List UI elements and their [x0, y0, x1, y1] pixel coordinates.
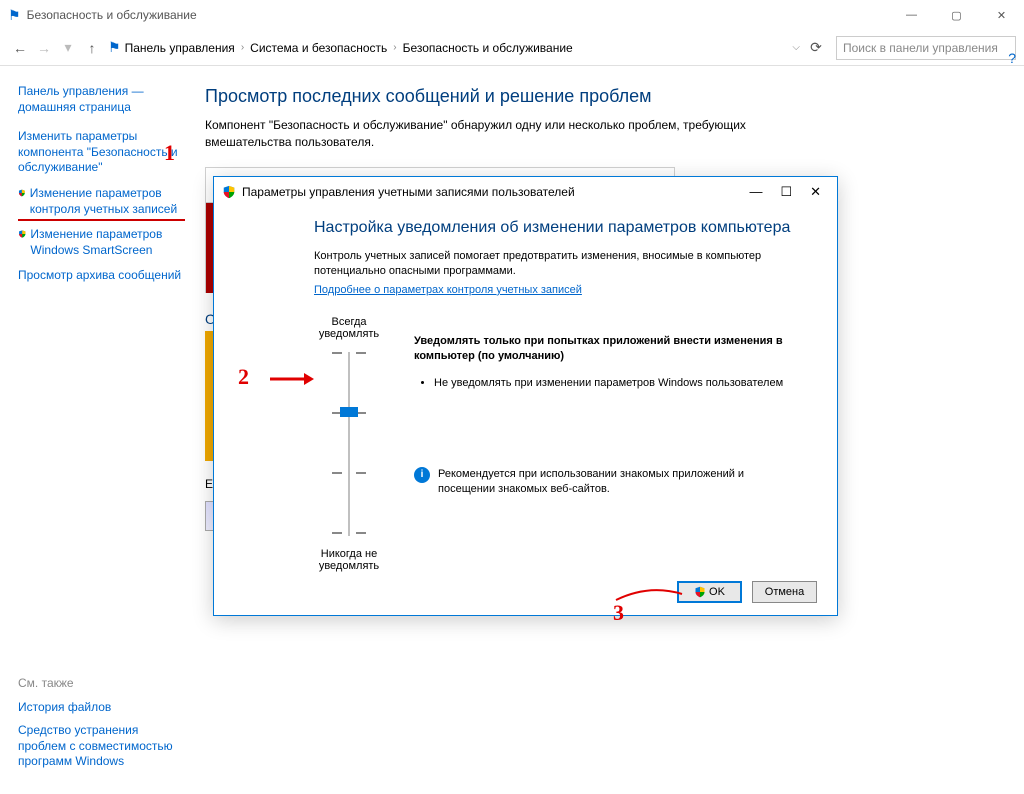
dialog-minimize-button[interactable]: — — [749, 184, 762, 200]
minimize-button[interactable]: — — [889, 0, 934, 30]
breadcrumb-icon: ⚑ — [108, 39, 121, 56]
nav-up-button[interactable]: ↑ — [80, 40, 104, 56]
annotation-underline — [614, 580, 684, 604]
slider-tick — [356, 472, 366, 474]
cancel-button[interactable]: Отмена — [752, 581, 817, 603]
breadcrumb-sep: › — [393, 42, 396, 53]
dialog-footer: OK Отмена — [677, 581, 817, 603]
slider-tick — [332, 532, 342, 534]
window-titlebar: ⚑ Безопасность и обслуживание — ▢ ✕ — [0, 0, 1024, 30]
annotation-2: 2 — [238, 364, 249, 390]
shield-icon — [222, 117, 236, 267]
ok-button-label: OK — [709, 586, 725, 598]
flag-icon: ⚑ — [8, 7, 21, 24]
sidebar-link-label: Изменить параметры компонента "Безопасно… — [18, 129, 185, 176]
dialog-heading: Настройка уведомления об изменении парам… — [314, 219, 797, 237]
nav-dropdown[interactable]: ▾ — [56, 39, 80, 56]
uac-dialog: Параметры управления учетными записями п… — [213, 176, 838, 616]
slider-info: Уведомлять только при попытках приложени… — [414, 316, 797, 572]
see-also-link[interactable]: Средство устранения проблем с совместимо… — [18, 723, 178, 770]
window-buttons: — ▢ ✕ — [889, 0, 1024, 30]
sidebar-link-label: Просмотр архива сообщений — [18, 268, 181, 284]
breadcrumb-item[interactable]: Система и безопасность — [250, 41, 387, 55]
slider-top-label: Всегда уведомлять — [314, 316, 384, 340]
shield-icon — [694, 586, 706, 598]
info-recommendation: i Рекомендуется при использовании знаком… — [414, 467, 797, 498]
close-button[interactable]: ✕ — [979, 0, 1024, 30]
see-also: См. также История файлов Средство устран… — [18, 676, 178, 778]
annotation-arrow-icon — [268, 370, 314, 388]
slider-tick — [356, 352, 366, 354]
slider-tick — [356, 532, 366, 534]
page-heading: Просмотр последних сообщений и решение п… — [205, 86, 994, 107]
dialog-maximize-button[interactable]: ☐ — [780, 184, 792, 200]
breadcrumb-item[interactable]: Панель управления — [125, 41, 235, 55]
sidebar-link-label: Изменение параметров Windows SmartScreen — [30, 227, 185, 258]
breadcrumb-item[interactable]: Безопасность и обслуживание — [403, 41, 573, 55]
ok-button[interactable]: OK — [677, 581, 742, 603]
sidebar-link-archive[interactable]: Просмотр архива сообщений — [18, 268, 185, 284]
window-title: Безопасность и обслуживание — [27, 8, 889, 22]
nav-forward-button[interactable]: → — [32, 40, 56, 56]
dialog-close-button[interactable]: ✕ — [810, 184, 821, 200]
page-description: Компонент "Безопасность и обслуживание" … — [205, 117, 765, 151]
shield-icon — [18, 227, 26, 241]
breadcrumb-sep: › — [241, 42, 244, 53]
sidebar-link-change-params[interactable]: Изменить параметры компонента "Безопасно… — [18, 129, 185, 176]
dialog-help-link[interactable]: Подробнее о параметрах контроля учетных … — [314, 284, 582, 296]
info-bullet: Не уведомлять при изменении параметров W… — [434, 375, 797, 392]
dialog-titlebar: Параметры управления учетными записями п… — [214, 177, 837, 207]
nav-back-button[interactable]: ← — [8, 40, 32, 56]
nav-toolbar: ← → ▾ ↑ ⚑ Панель управления › Система и … — [0, 30, 1024, 66]
slider-bottom-label: Никогда не уведомлять — [314, 548, 384, 572]
slider-column: Всегда уведомлять Никогда не уведомлять — [314, 316, 384, 572]
sidebar-home-link[interactable]: Панель управления — домашняя страница — [18, 84, 185, 115]
info-box: Уведомлять только при попытках приложени… — [414, 334, 797, 407]
help-icon[interactable]: ? — [992, 50, 1016, 66]
refresh-button[interactable]: ⟳ — [804, 39, 828, 56]
dialog-description: Контроль учетных записей помогает предот… — [314, 249, 794, 280]
info-bold-text: Уведомлять только при попытках приложени… — [414, 334, 797, 365]
uac-slider-area: Всегда уведомлять Никогда не уведомлять — [314, 316, 797, 572]
info-rec-text: Рекомендуется при использовании знакомых… — [438, 467, 797, 498]
slider-tick — [332, 472, 342, 474]
dialog-title: Параметры управления учетными записями п… — [242, 185, 749, 199]
sidebar-link-label: Изменение параметров контроля учетных за… — [30, 186, 185, 217]
search-input[interactable]: Поиск в панели управления — [836, 36, 1016, 60]
slider-line — [348, 352, 350, 536]
annotation-1: 1 — [164, 140, 175, 166]
uac-slider[interactable] — [324, 344, 374, 544]
dialog-body: Настройка уведомления об изменении парам… — [214, 207, 837, 582]
see-also-link[interactable]: История файлов — [18, 700, 178, 716]
see-also-heading: См. также — [18, 676, 178, 690]
sidebar-link-smartscreen[interactable]: Изменение параметров Windows SmartScreen — [18, 227, 185, 258]
breadcrumb[interactable]: Панель управления › Система и безопаснос… — [125, 41, 793, 55]
sidebar-link-uac[interactable]: Изменение параметров контроля учетных за… — [18, 186, 185, 221]
maximize-button[interactable]: ▢ — [934, 0, 979, 30]
slider-tick — [332, 352, 342, 354]
slider-thumb[interactable] — [340, 407, 358, 417]
shield-icon — [18, 186, 26, 200]
info-icon: i — [414, 467, 430, 483]
breadcrumb-dropdown[interactable]: ⌵ — [792, 42, 800, 53]
